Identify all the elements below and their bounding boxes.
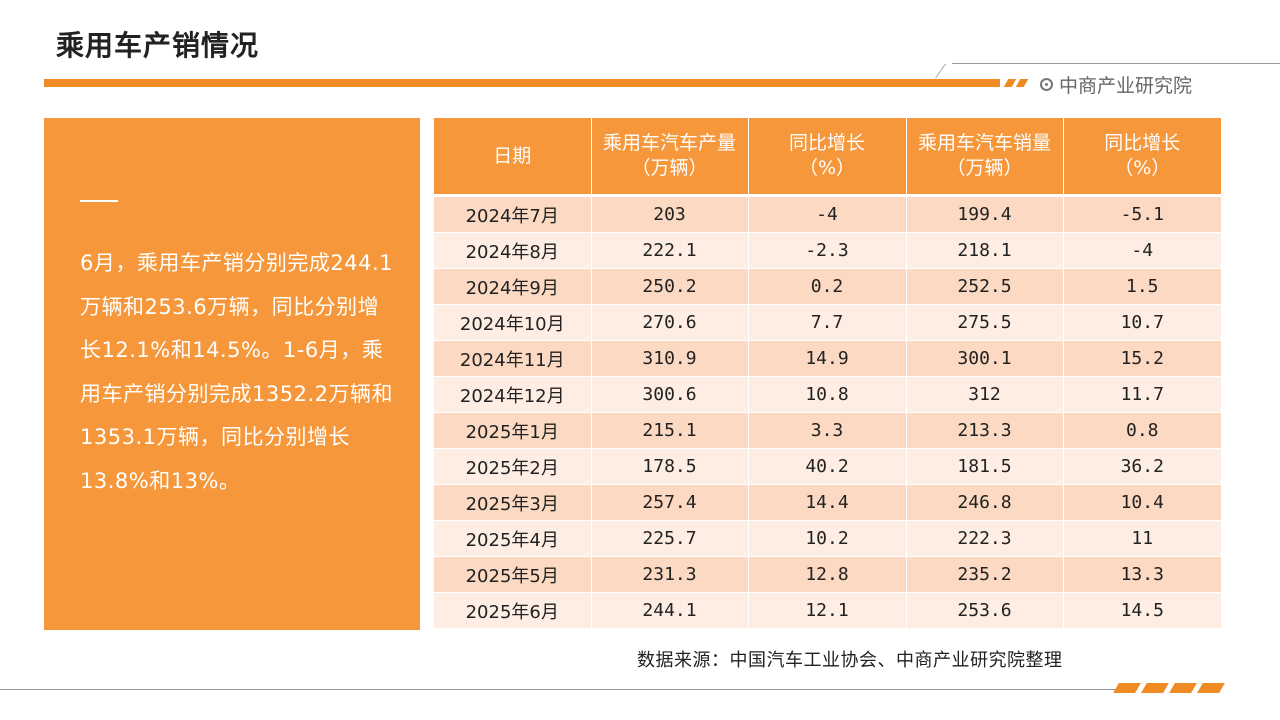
table-cell-production: 250.2 xyxy=(591,268,749,305)
page-title: 乘用车产销情况 xyxy=(56,29,260,62)
column-header-production-yoy: 同比增长 （%） xyxy=(748,118,907,194)
column-header-sales-yoy: 同比增长 （%） xyxy=(1063,118,1221,194)
table-cell-production-yoy: -4 xyxy=(748,197,907,233)
table-row: 2024年11月 310.9 14.9 300.1 15.2 xyxy=(434,340,1221,377)
table-cell-date: 2025年3月 xyxy=(434,484,592,521)
table-cell-production-yoy: 3.3 xyxy=(748,412,907,449)
table-row: 2025年2月 178.5 40.2 181.5 36.2 xyxy=(434,448,1221,485)
table-cell-production-yoy: 12.1 xyxy=(748,592,907,629)
table-cell-date: 2024年7月 xyxy=(434,197,592,233)
table-cell-sales-yoy: -5.1 xyxy=(1063,197,1221,233)
table-cell-sales-yoy: 11.7 xyxy=(1063,376,1221,413)
data-source-note: 数据来源：中国汽车工业协会、中商产业研究院整理 xyxy=(637,650,1063,671)
table-cell-date: 2025年5月 xyxy=(434,556,592,593)
summary-panel: 6月，乘用车产销分别完成244.1万辆和253.6万辆，同比分别增长12.1%和… xyxy=(44,118,420,630)
table-cell-sales-yoy: 13.3 xyxy=(1063,556,1221,593)
header-divider-line xyxy=(952,63,1280,64)
summary-paragraph: 6月，乘用车产销分别完成244.1万辆和253.6万辆，同比分别增长12.1%和… xyxy=(80,251,393,493)
table-cell-sales-yoy: 0.8 xyxy=(1063,412,1221,449)
table-cell-date: 2024年8月 xyxy=(434,232,592,269)
table-cell-production-yoy: 10.8 xyxy=(748,376,907,413)
table-cell-production: 244.1 xyxy=(591,592,749,629)
table-cell-production-yoy: 0.2 xyxy=(748,268,907,305)
table-cell-sales-yoy: 14.5 xyxy=(1063,592,1221,629)
table-cell-sales: 252.5 xyxy=(906,268,1064,305)
table-cell-sales: 246.8 xyxy=(906,484,1064,521)
table-cell-sales-yoy: -4 xyxy=(1063,232,1221,269)
table-cell-date: 2025年4月 xyxy=(434,520,592,557)
table-cell-production-yoy: 40.2 xyxy=(748,448,907,485)
table-cell-production: 300.6 xyxy=(591,376,749,413)
table-cell-sales: 300.1 xyxy=(906,340,1064,377)
footer-divider xyxy=(0,689,1118,690)
table-cell-production: 215.1 xyxy=(591,412,749,449)
table-row: 2024年7月 203 -4 199.4 -5.1 xyxy=(434,197,1221,233)
table-cell-production: 231.3 xyxy=(591,556,749,593)
table-row: 2024年8月 222.1 -2.3 218.1 -4 xyxy=(434,232,1221,269)
table-cell-sales-yoy: 10.4 xyxy=(1063,484,1221,521)
table-row: 2025年3月 257.4 14.4 246.8 10.4 xyxy=(434,484,1221,521)
table-cell-production: 270.6 xyxy=(591,304,749,341)
table-cell-sales: 235.2 xyxy=(906,556,1064,593)
header-divider xyxy=(935,64,946,78)
table-cell-date: 2025年1月 xyxy=(434,412,592,449)
column-header-sales: 乘用车汽车销量 （万辆） xyxy=(906,118,1064,194)
table-row: 2024年12月 300.6 10.8 312 11.7 xyxy=(434,376,1221,413)
table-cell-sales: 253.6 xyxy=(906,592,1064,629)
table-cell-sales: 218.1 xyxy=(906,232,1064,269)
brand-name: 中商产业研究院 xyxy=(1059,75,1193,97)
table-cell-sales-yoy: 1.5 xyxy=(1063,268,1221,305)
table-cell-sales: 222.3 xyxy=(906,520,1064,557)
brand-label: 中商产业研究院 xyxy=(1040,71,1192,98)
table-cell-production-yoy: 12.8 xyxy=(748,556,907,593)
table-cell-sales: 312 xyxy=(906,376,1064,413)
table-cell-sales-yoy: 15.2 xyxy=(1063,340,1221,377)
table-cell-sales-yoy: 36.2 xyxy=(1063,448,1221,485)
table-cell-sales: 199.4 xyxy=(906,197,1064,233)
table-cell-production-yoy: 14.9 xyxy=(748,340,907,377)
table-row: 2024年9月 250.2 0.2 252.5 1.5 xyxy=(434,268,1221,305)
table-cell-production-yoy: 14.4 xyxy=(748,484,907,521)
table-row: 2024年10月 270.6 7.7 275.5 10.7 xyxy=(434,304,1221,341)
table-cell-date: 2024年12月 xyxy=(434,376,592,413)
table-cell-sales: 275.5 xyxy=(906,304,1064,341)
data-table: 日期 乘用车汽车产量 （万辆） 同比增长 （%） 乘用车汽车销量 （万辆） 同比增长（… xyxy=(434,118,1221,629)
accent-stripe xyxy=(1015,79,1029,87)
table-cell-production: 222.1 xyxy=(591,232,749,269)
table-row: 2025年6月 244.1 12.1 253.6 14.5 xyxy=(434,592,1221,629)
accent-stripe xyxy=(1003,79,1017,87)
table-cell-production-yoy: -2.3 xyxy=(748,232,907,269)
table-row: 2025年1月 215.1 3.3 213.3 0.8 xyxy=(434,412,1221,449)
table-cell-date: 2024年10月 xyxy=(434,304,592,341)
table-cell-date: 2024年11月 xyxy=(434,340,592,377)
summary-text: 6月，乘用车产销分别完成244.1万辆和253.6万辆，同比分别增长12.1%和… xyxy=(80,242,398,503)
table-cell-production: 310.9 xyxy=(591,340,749,377)
table-cell-production-yoy: 10.2 xyxy=(748,520,907,557)
footer-accent-stripes xyxy=(1112,683,1242,693)
column-header-production: 乘用车汽车产量 （万辆） xyxy=(591,118,749,194)
table-cell-sales: 213.3 xyxy=(906,412,1064,449)
table-row: 2025年4月 225.7 10.2 222.3 11 xyxy=(434,520,1221,557)
table-cell-production-yoy: 7.7 xyxy=(748,304,907,341)
summary-divider xyxy=(80,200,118,202)
table-header-row: 日期 乘用车汽车产量 （万辆） 同比增长 （%） 乘用车汽车销量 （万辆） 同比增长（… xyxy=(434,118,1221,194)
table-cell-sales-yoy: 10.7 xyxy=(1063,304,1221,341)
table-cell-date: 2025年2月 xyxy=(434,448,592,485)
table-cell-production: 225.7 xyxy=(591,520,749,557)
column-header-date: 日期 xyxy=(434,118,592,194)
title-underline-bar xyxy=(44,79,1000,87)
table-cell-date: 2024年9月 xyxy=(434,268,592,305)
table-cell-production: 203 xyxy=(591,197,749,233)
table-cell-sales: 181.5 xyxy=(906,448,1064,485)
table-cell-date: 2025年6月 xyxy=(434,592,592,629)
table-cell-sales-yoy: 11 xyxy=(1063,520,1221,557)
table-row: 2025年5月 231.3 12.8 235.2 13.3 xyxy=(434,556,1221,593)
table-cell-production: 257.4 xyxy=(591,484,749,521)
circle-dot-icon xyxy=(1040,78,1053,91)
table-cell-production: 178.5 xyxy=(591,448,749,485)
